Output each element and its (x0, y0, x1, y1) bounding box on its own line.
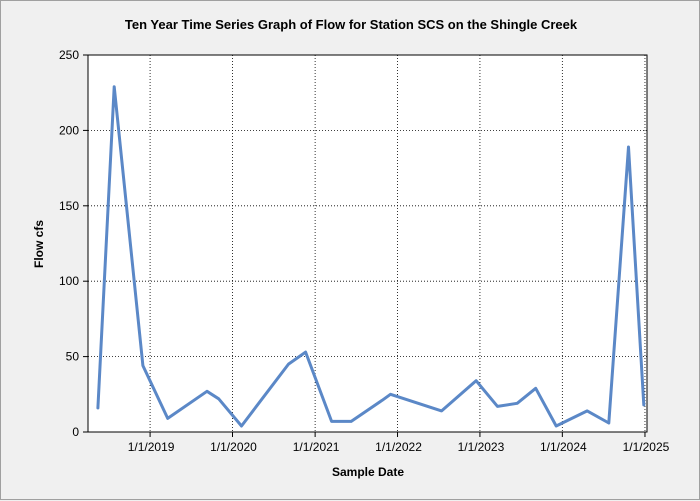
x-tick-label: 1/1/2024 (540, 440, 587, 454)
x-tick-label: 1/1/2020 (210, 440, 257, 454)
data-point (142, 365, 144, 367)
x-tick-label: 1/1/2022 (375, 440, 422, 454)
series-layer (96, 85, 646, 428)
plot-area (88, 55, 647, 432)
data-point (305, 351, 307, 353)
x-tick-label: 1/1/2023 (458, 440, 505, 454)
data-point (97, 407, 99, 409)
data-point (627, 146, 630, 148)
data-point (331, 420, 333, 423)
data-point (475, 380, 477, 382)
x-tick-label: 1/1/2021 (293, 440, 340, 454)
data-point (496, 405, 499, 407)
plot-border (87, 54, 648, 433)
data-point (586, 410, 588, 412)
data-point (287, 363, 290, 365)
x-axis-label: Sample Date (332, 465, 404, 479)
data-point (113, 86, 115, 88)
y-tick-label: 200 (59, 123, 79, 137)
data-point (206, 390, 208, 392)
data-point (381, 399, 383, 401)
y-tick-label: 250 (59, 48, 79, 62)
data-point (555, 425, 557, 427)
y-tick-label: 100 (59, 274, 79, 288)
chart-title: Ten Year Time Series Graph of Flow for S… (125, 17, 578, 32)
data-point (608, 422, 610, 424)
data-point (389, 393, 392, 395)
y-axis-label: Flow cfs (32, 220, 46, 268)
data-point (440, 410, 443, 412)
data-point (516, 402, 518, 404)
data-point (240, 425, 243, 427)
y-tick-label: 150 (59, 199, 79, 213)
data-point (350, 420, 352, 423)
data-point (535, 387, 537, 389)
x-tick-label: 1/1/2025 (623, 440, 670, 454)
data-point (218, 398, 220, 400)
grid-lines (88, 55, 647, 432)
data-point (643, 404, 645, 406)
x-tick-label: 1/1/2019 (128, 440, 175, 454)
y-tick-label: 50 (66, 350, 80, 364)
y-tick-label: 0 (72, 425, 79, 439)
data-point (167, 417, 169, 420)
axis-ticks: 0 50 100 150 200 250 1/1/2019 1/1/2020 1/1/2021 1… (59, 48, 670, 454)
